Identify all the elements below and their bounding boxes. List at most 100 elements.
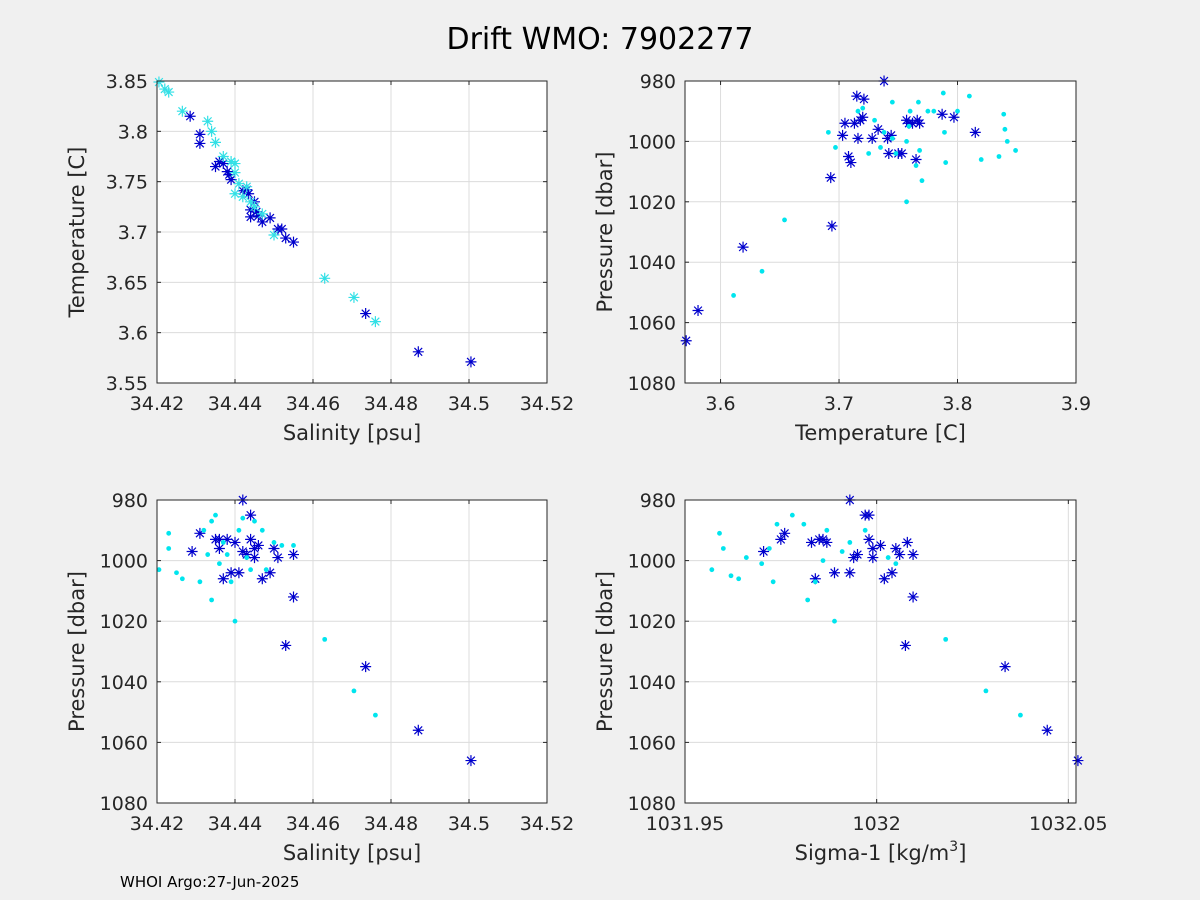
data-point-dot bbox=[955, 108, 960, 114]
data-point-star bbox=[268, 542, 280, 554]
x-axis-label-superscript: 3 bbox=[949, 839, 958, 855]
data-point-star bbox=[360, 661, 372, 673]
data-point-dot bbox=[1013, 148, 1018, 153]
data-point-star bbox=[348, 291, 360, 303]
data-point-star bbox=[256, 208, 268, 220]
data-point-star bbox=[264, 567, 276, 579]
data-point-star bbox=[775, 533, 787, 545]
data-point-star bbox=[319, 272, 331, 284]
data-point-star bbox=[217, 151, 229, 162]
chart-panel-3: 34.42 34.44 34.46 34.48 34.5 34.52 980 1000 1020… bbox=[65, 490, 574, 865]
data-point-dot bbox=[931, 108, 937, 114]
data-point-dot bbox=[179, 576, 185, 582]
x-axis-label: Temperature [C] bbox=[794, 421, 966, 445]
data-point-dot bbox=[942, 129, 947, 135]
data-point-star bbox=[225, 174, 237, 186]
data-point-dot bbox=[228, 579, 234, 585]
x-axis-label-suffix: ] bbox=[958, 841, 966, 865]
figure-title: Drift WMO: 7902277 bbox=[447, 22, 754, 57]
data-point-star bbox=[252, 210, 264, 222]
data-point-dot bbox=[824, 527, 830, 533]
data-point-star bbox=[901, 536, 913, 548]
data-point-star bbox=[245, 509, 257, 521]
y-tick-label: 1020 bbox=[628, 192, 676, 214]
data-point-star bbox=[194, 527, 206, 539]
data-point-star bbox=[907, 549, 919, 561]
data-point-star bbox=[894, 549, 906, 561]
x-axis-label: Sigma-1 [kg/m3] bbox=[795, 839, 967, 865]
data-point-star bbox=[252, 539, 264, 551]
data-point-star bbox=[256, 573, 268, 585]
data-point-star bbox=[848, 117, 860, 129]
data-point-dot bbox=[373, 712, 378, 718]
data-point-dot bbox=[205, 552, 211, 557]
data-point-star bbox=[872, 123, 884, 135]
data-point-star bbox=[806, 536, 817, 548]
y-tick-label: 1000 bbox=[628, 551, 676, 573]
plot-area bbox=[157, 500, 547, 803]
data-point-star bbox=[837, 129, 849, 141]
y-tick-label: 1040 bbox=[100, 672, 148, 694]
data-point-star bbox=[213, 533, 225, 545]
data-point-star bbox=[845, 157, 857, 169]
data-point-dot bbox=[789, 512, 795, 518]
y-tick-label: 3.55 bbox=[106, 373, 148, 395]
data-point-star bbox=[229, 158, 241, 170]
data-point-dot bbox=[720, 546, 726, 551]
data-point-star bbox=[680, 335, 692, 347]
y-tick-label: 3.8 bbox=[118, 121, 148, 143]
data-point-dot bbox=[728, 573, 734, 579]
data-point-dot bbox=[925, 108, 931, 114]
y-tick-label: 1000 bbox=[100, 551, 148, 573]
x-tick-label: 34.52 bbox=[520, 813, 574, 835]
data-point-star bbox=[890, 542, 902, 554]
data-point-dot bbox=[782, 217, 787, 223]
x-tick-label: 34.44 bbox=[208, 393, 262, 415]
data-point-dot bbox=[717, 530, 722, 536]
data-point-dot bbox=[279, 543, 285, 548]
data-point-dot bbox=[943, 160, 949, 165]
data-point-dot bbox=[878, 145, 883, 150]
y-tick-label: 3.7 bbox=[118, 222, 148, 244]
chart-panel-4: 1031.95 1032 1032.05 980 1000 1020 1040 1060 108… bbox=[593, 490, 1108, 865]
y-tick-label: 980 bbox=[640, 490, 676, 512]
data-point-dot bbox=[860, 105, 866, 111]
data-point-dot bbox=[351, 688, 357, 694]
data-point-dot bbox=[743, 555, 749, 560]
data-point-star bbox=[758, 546, 770, 558]
data-point-dot bbox=[271, 540, 277, 545]
data-point-star bbox=[194, 137, 206, 149]
y-tick-label: 1020 bbox=[628, 611, 676, 633]
data-point-dot bbox=[774, 521, 780, 527]
data-point-star bbox=[863, 509, 875, 521]
data-point-star bbox=[737, 241, 749, 253]
data-point-star bbox=[910, 154, 922, 166]
data-point-star bbox=[885, 129, 897, 141]
data-point-dot bbox=[906, 123, 912, 129]
data-point-star bbox=[867, 552, 879, 564]
data-point-star bbox=[194, 128, 206, 140]
data-point-dot bbox=[943, 636, 949, 642]
data-point-star bbox=[899, 639, 911, 651]
data-point-star bbox=[821, 536, 833, 548]
axes-box bbox=[156, 499, 548, 804]
data-point-star bbox=[843, 151, 855, 162]
data-point-star bbox=[272, 552, 284, 564]
x-tick-label: 3.6 bbox=[705, 393, 735, 415]
data-point-star bbox=[153, 76, 165, 88]
data-point-star bbox=[878, 573, 890, 585]
data-point-star bbox=[280, 232, 292, 244]
data-point-star bbox=[268, 229, 280, 241]
y-tick-label: 1020 bbox=[100, 611, 148, 633]
y-tick-label: 1060 bbox=[100, 732, 148, 754]
x-tick-label: 34.48 bbox=[364, 813, 418, 835]
data-point-star bbox=[465, 755, 477, 767]
data-point-star bbox=[369, 316, 381, 328]
data-point-dot bbox=[866, 151, 872, 156]
data-point-star bbox=[857, 111, 869, 123]
data-point-star bbox=[276, 223, 288, 235]
data-point-dot bbox=[812, 579, 818, 585]
data-point-star bbox=[999, 661, 1011, 673]
data-point-star bbox=[210, 136, 221, 148]
chart-panel-2: 3.6 3.7 3.8 3.9 980 1000 1020 1040 1060 1080 Tempe… bbox=[593, 71, 1091, 445]
